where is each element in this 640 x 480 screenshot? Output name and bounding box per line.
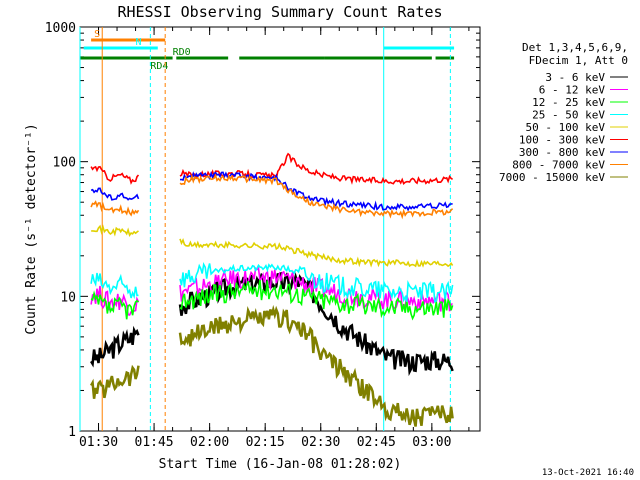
footer-timestamp: 13-Oct-2021 16:40 — [542, 468, 634, 478]
legend-label: 25 - 50 keV — [532, 109, 605, 122]
series-line — [90, 290, 140, 320]
legend-label: 100 - 300 keV — [519, 134, 605, 147]
series-50-100-kev — [91, 224, 454, 268]
legend-label: 12 - 25 keV — [532, 96, 605, 109]
flag-label: S — [94, 29, 100, 40]
series-line — [90, 364, 140, 399]
series-25-50-kev — [90, 261, 454, 303]
series-300-800-kev — [90, 171, 453, 212]
y-tick-label: 100 — [53, 156, 76, 171]
event-markers — [79, 27, 451, 431]
legend-label: 50 - 100 keV — [526, 121, 606, 134]
series-line — [179, 173, 454, 220]
series-line — [179, 279, 454, 321]
flag-label: N — [136, 37, 142, 48]
legend-label: 3 - 6 keV — [545, 71, 605, 84]
x-axis-label: Start Time (16-Jan-08 01:28:02) — [159, 457, 402, 472]
series-line — [90, 165, 140, 185]
series-12-25-kev — [90, 279, 454, 321]
series-line — [90, 187, 140, 201]
series-group — [90, 152, 454, 427]
legend-label: 6 - 12 keV — [539, 84, 606, 97]
x-axis-ticks: 01:30 01:45 02:00 02:15 02:30 02:45 03:00 — [79, 27, 470, 450]
series-7000-15000-kev — [90, 304, 454, 427]
series-100-300-kev — [90, 152, 454, 185]
series-3-6-kev — [90, 271, 454, 377]
legend-header-1: Det 1,3,4,5,6,9, — [522, 41, 628, 54]
flag-label: RD0 — [173, 47, 191, 58]
y-tick-label: 1000 — [45, 21, 76, 36]
series-line — [178, 304, 454, 427]
flag-label: RD4 — [150, 61, 168, 72]
plot-frame — [79, 26, 481, 432]
x-tick-label: 02:15 — [246, 435, 285, 450]
y-axis-label: Count Rate (s⁻¹ detector⁻¹) — [24, 123, 39, 334]
legend-label: 300 - 800 keV — [519, 146, 605, 159]
x-tick-label: 02:45 — [357, 435, 396, 450]
series-line — [90, 272, 139, 300]
x-tick-label: 01:30 — [79, 435, 118, 450]
series-line — [90, 325, 140, 368]
x-tick-label: 02:30 — [301, 435, 340, 450]
status-flags: S N RD0 RD4 — [80, 29, 455, 72]
y-tick-label: 10 — [60, 290, 76, 305]
series-line — [179, 261, 454, 303]
chart-title: RHESSI Observing Summary Count Rates — [117, 3, 442, 21]
legend-header-2: FDecim 1, Att 0 — [529, 54, 628, 67]
series-line — [91, 224, 139, 238]
x-tick-label: 02:00 — [190, 435, 229, 450]
y-tick-label: 1 — [68, 425, 76, 440]
x-tick-label: 03:00 — [412, 435, 451, 450]
x-tick-label: 01:45 — [135, 435, 174, 450]
series-line — [178, 271, 454, 377]
series-line — [90, 200, 140, 217]
series-line — [179, 171, 453, 212]
y-axis-ticks: 1 10 100 1000 — [45, 21, 480, 440]
series-line — [179, 237, 454, 268]
legend-label: 7000 - 15000 keV — [499, 171, 605, 184]
legend-label: 800 - 7000 keV — [512, 159, 605, 172]
series-800-7000-kev — [90, 173, 454, 220]
